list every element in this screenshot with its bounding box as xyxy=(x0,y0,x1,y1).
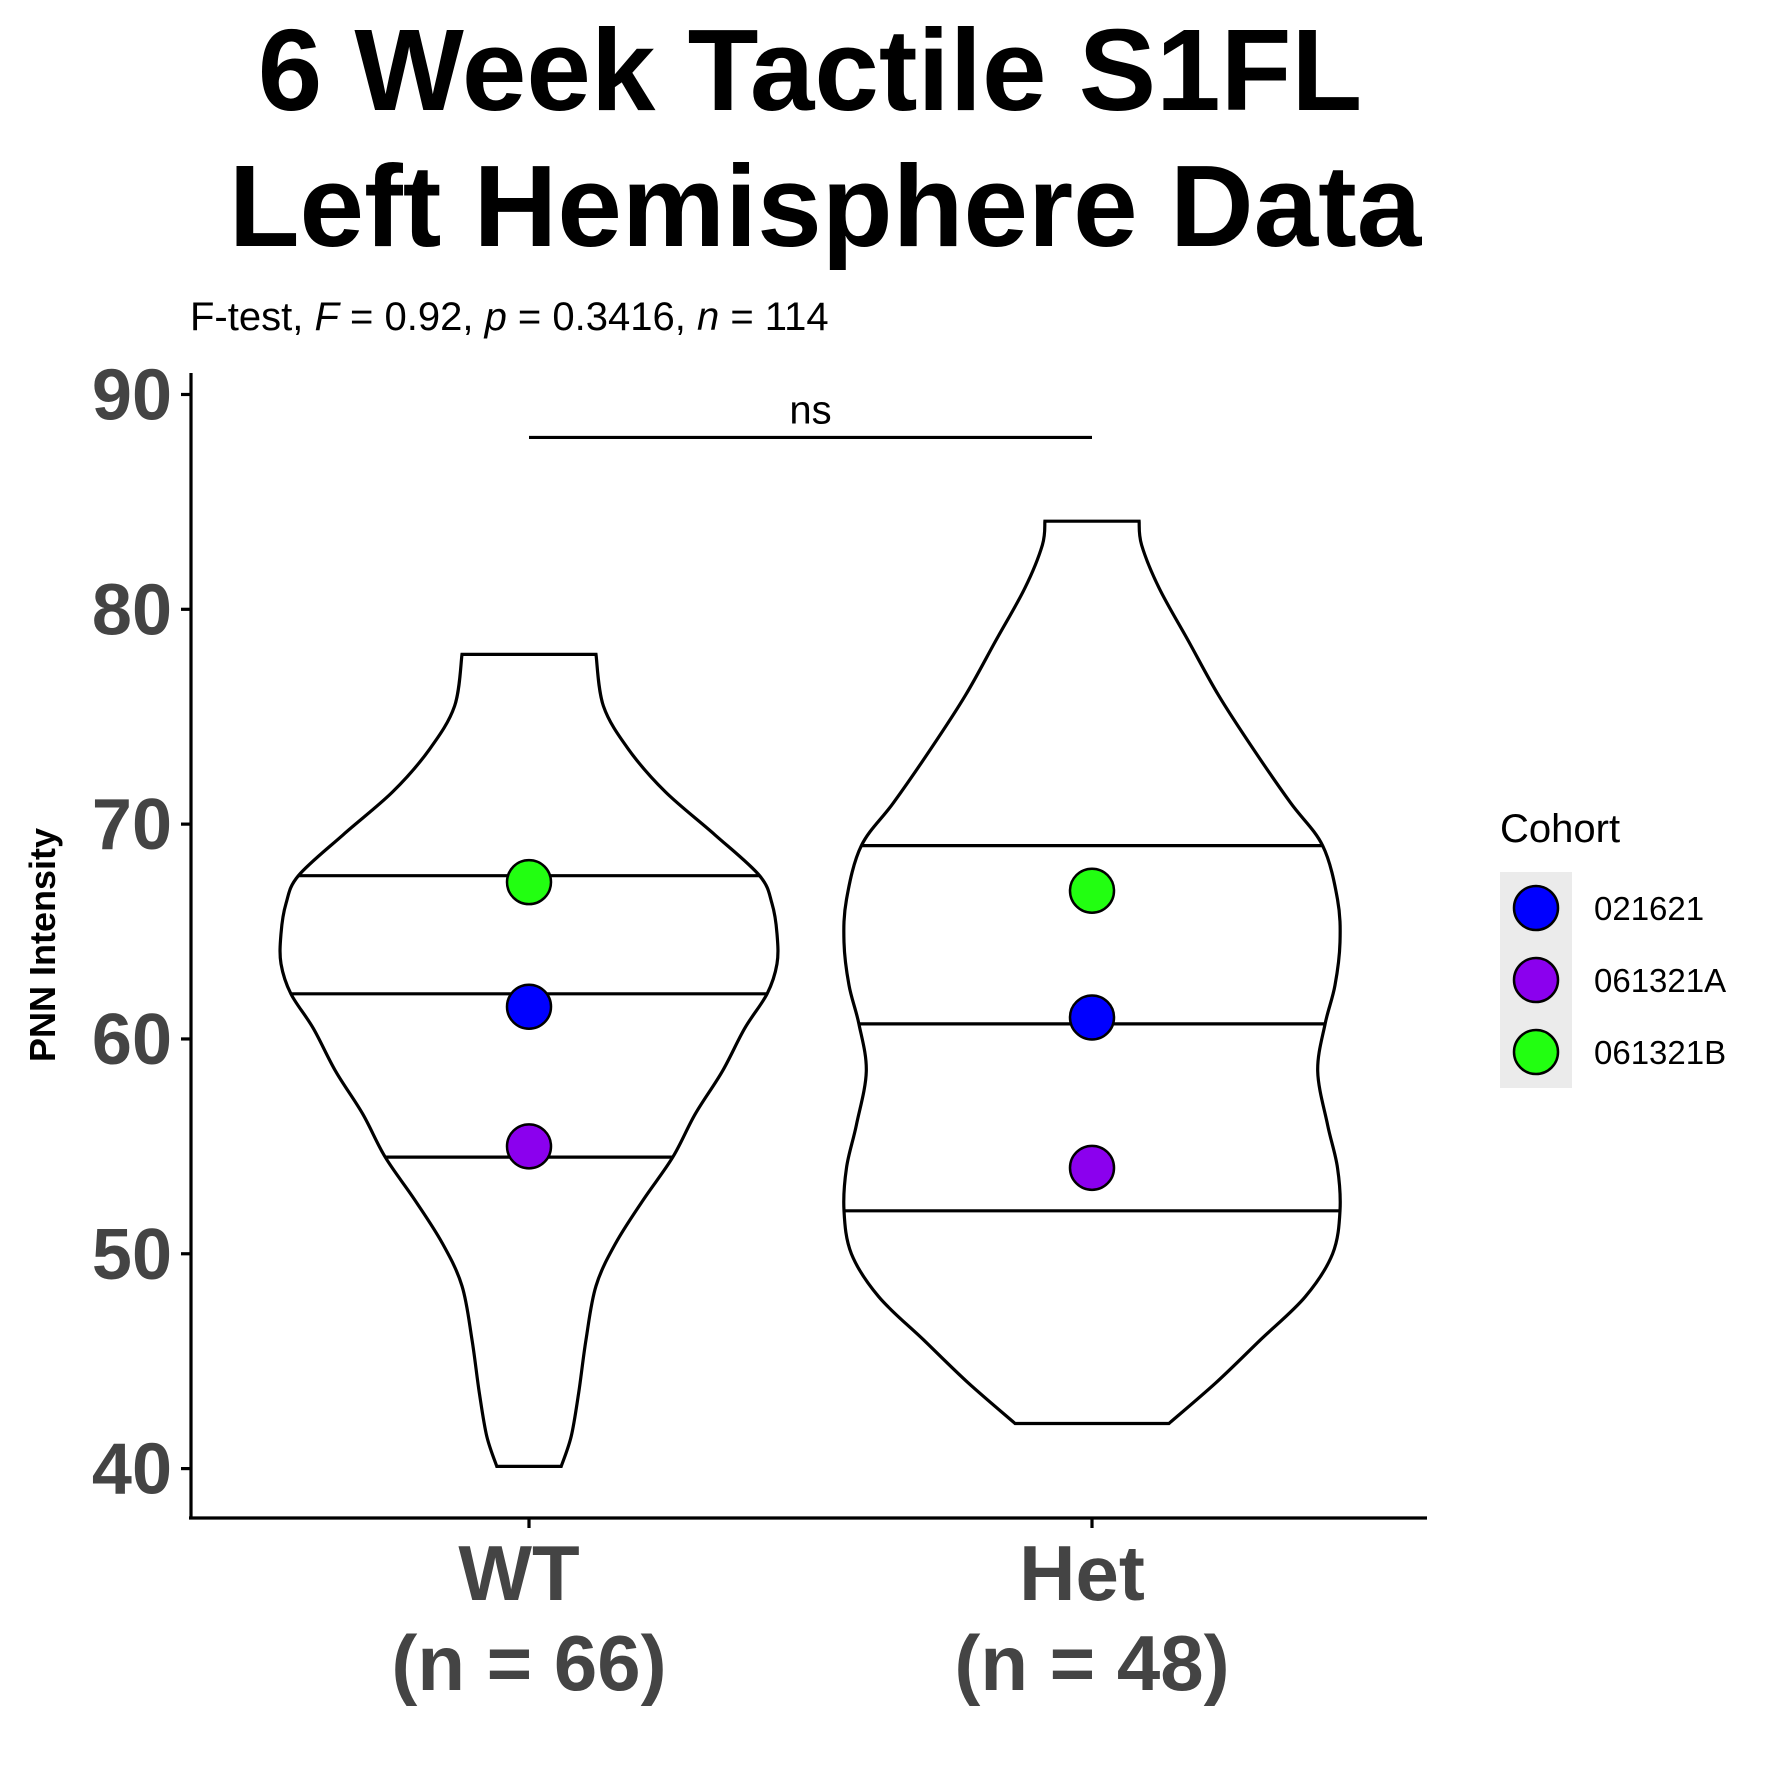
cohort-mean-point xyxy=(1068,994,1116,1041)
y-tick-label: 50 xyxy=(92,1215,172,1295)
subtitle-p-value: = 0.3416, xyxy=(507,295,697,339)
subtitle-n-symbol: n xyxy=(697,295,719,339)
x-tick-label-line-2: (n = 66) xyxy=(391,1619,666,1707)
cohort-mean-point xyxy=(505,1123,553,1170)
y-tick-label: 90 xyxy=(92,355,172,435)
y-tick-label: 70 xyxy=(92,785,172,865)
y-tick-label: 80 xyxy=(92,570,172,650)
legend-label: 061321B xyxy=(1594,1034,1726,1071)
subtitle-stat-value: = 0.92, xyxy=(339,295,485,339)
legend-label: 021621 xyxy=(1594,890,1704,927)
y-tick-label: 60 xyxy=(92,1000,172,1080)
y-axis-label: PNN Intensity xyxy=(22,828,63,1062)
legend-title: Cohort xyxy=(1500,807,1620,851)
legend-swatch xyxy=(1512,884,1560,932)
chart-title-line-1: 6 Week Tactile S1FL xyxy=(258,5,1363,135)
x-tick-label-line-1: Het xyxy=(1019,1529,1145,1617)
x-tick-label-line-1: WT xyxy=(458,1529,579,1617)
legend-label: 061321A xyxy=(1594,962,1726,999)
significance-label: ns xyxy=(789,388,831,432)
points xyxy=(505,858,1116,1192)
violin-het xyxy=(842,519,1342,1426)
chart-subtitle: F-test, F = 0.92, p = 0.3416, n = 114 xyxy=(190,295,829,339)
y-tick-label: 40 xyxy=(92,1430,172,1510)
violin-wt xyxy=(278,652,780,1468)
cohort-mean-point xyxy=(1068,867,1116,914)
legend-swatch xyxy=(1512,1028,1560,1076)
x-ticks: WT(n = 66) Het(n = 48) xyxy=(391,1518,1230,1707)
legend: Cohort 021621 061321A 061321B xyxy=(1500,807,1726,1088)
y-ticks: 40 50 60 70 80 90 xyxy=(92,355,191,1510)
legend-swatch xyxy=(1512,956,1560,1004)
cohort-mean-point xyxy=(505,983,553,1030)
subtitle-p-symbol: p xyxy=(484,295,507,339)
chart-title-line-2: Left Hemisphere Data xyxy=(229,141,1423,271)
subtitle-stat-symbol: F xyxy=(314,295,341,339)
cohort-mean-point xyxy=(1068,1144,1116,1192)
subtitle-test: F-test, xyxy=(190,295,314,339)
x-tick-label-line-2: (n = 48) xyxy=(954,1619,1229,1707)
subtitle-n-value: = 114 xyxy=(719,295,828,339)
violins xyxy=(278,519,1342,1468)
cohort-mean-point xyxy=(505,858,553,906)
